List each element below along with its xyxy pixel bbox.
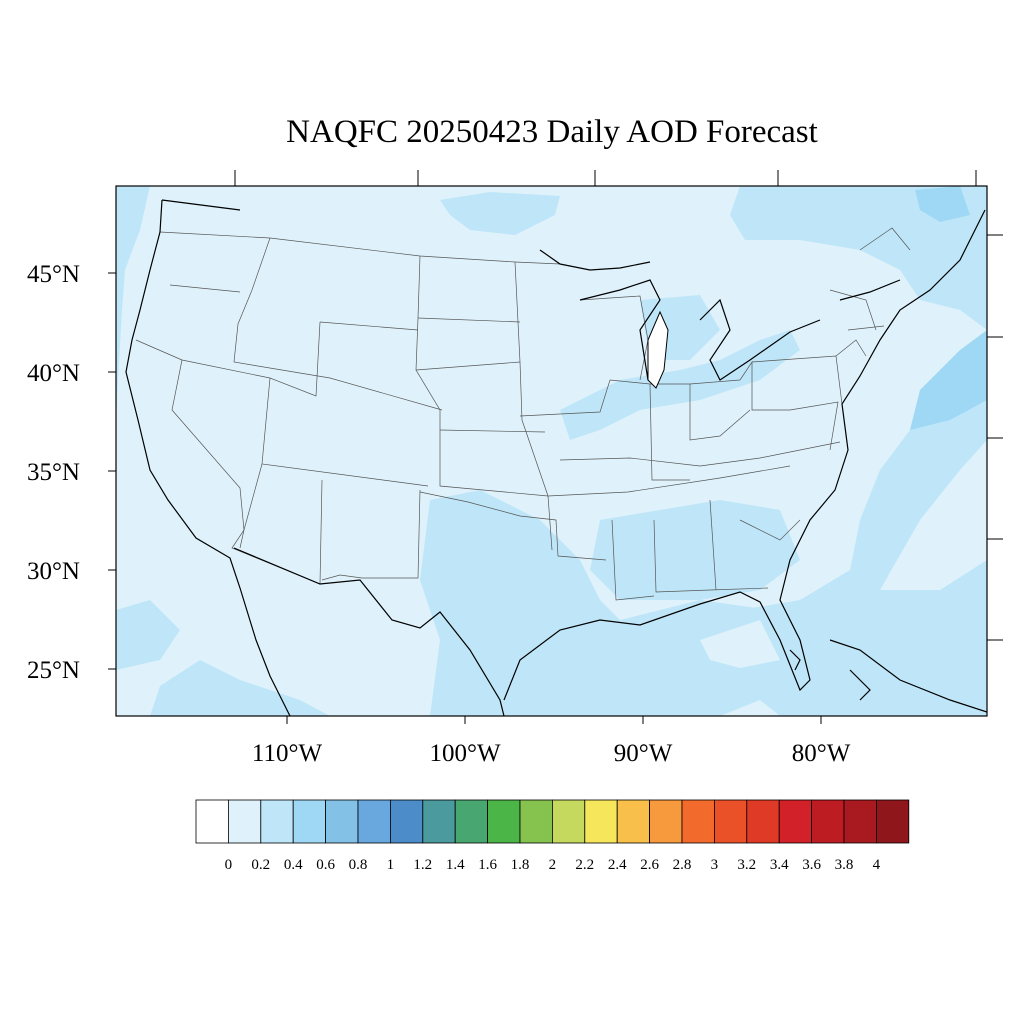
lon-label: 110°W xyxy=(252,740,323,767)
map-panel xyxy=(116,186,987,716)
colorbar-tick-label: 3 xyxy=(711,857,719,873)
colorbar-swatch xyxy=(357,799,391,844)
lat-label: 25°N xyxy=(27,657,80,684)
lat-label: 40°N xyxy=(27,360,80,387)
colorbar-tick-label: 0 xyxy=(225,857,233,873)
lat-label: 35°N xyxy=(27,459,80,486)
aod-band-0.2-0.4 xyxy=(116,186,987,716)
colorbar-swatch xyxy=(292,799,327,844)
lon-label: 90°W xyxy=(614,740,673,767)
colorbar-tick-label: 1.2 xyxy=(413,857,432,873)
colorbar-tick-label: 0.6 xyxy=(316,857,335,873)
colorbar-swatch xyxy=(843,799,877,844)
axis-ticks xyxy=(108,170,1003,724)
colorbar-tick-label: 4 xyxy=(873,857,881,873)
colorbar-swatch xyxy=(389,799,424,844)
lon-label: 80°W xyxy=(792,740,851,767)
colorbar-tick-label: 1 xyxy=(387,857,395,873)
colorbar-swatch xyxy=(325,799,359,844)
colorbar-tick-label: 3.2 xyxy=(737,857,756,873)
colorbar-swatch xyxy=(519,799,553,844)
state-boundaries xyxy=(135,227,911,601)
colorbar-tick-label: 1.6 xyxy=(478,857,497,873)
colorbar-swatch xyxy=(454,799,489,844)
lon-label: 100°W xyxy=(429,740,500,767)
colorbar-swatch xyxy=(552,799,586,844)
colorbar-swatch xyxy=(714,799,748,844)
colorbar-tick-label: 1.8 xyxy=(511,857,530,873)
colorbar-tick-label: 0.2 xyxy=(251,857,270,873)
colorbar-tick-label: 3.4 xyxy=(770,857,789,873)
colorbar-swatch xyxy=(487,799,521,844)
longitude-labels: 110°W 100°W 90°W 80°W xyxy=(252,740,851,767)
coastlines xyxy=(125,199,987,716)
colorbar-swatch xyxy=(616,799,651,844)
colorbar-tick-label: 1.4 xyxy=(446,857,465,873)
colorbar-swatch xyxy=(811,799,845,844)
colorbar-swatch xyxy=(584,799,618,844)
colorbar-tick-label: 2 xyxy=(549,857,557,873)
colorbar-tick-label: 3.8 xyxy=(835,857,854,873)
colorbar-tick-label: 3.6 xyxy=(802,857,821,873)
aod-band-0.4-0.6 xyxy=(910,186,987,430)
aod-band-0-0.2-ocean xyxy=(700,440,987,668)
colorbar-tick-label: 2.6 xyxy=(640,857,659,873)
figure-title: NAQFC 20250423 Daily AOD Forecast xyxy=(286,114,818,150)
colorbar-swatch xyxy=(227,799,262,844)
lat-label: 45°N xyxy=(27,261,80,288)
lake-michigan xyxy=(647,310,669,389)
colorbar-tick-label: 2.2 xyxy=(575,857,594,873)
colorbar-swatch xyxy=(195,799,229,844)
colorbar-swatch xyxy=(681,799,715,844)
map-frame xyxy=(115,185,988,717)
latitude-labels: 45°N 40°N 35°N 30°N 25°N xyxy=(27,261,80,684)
colorbar-tick-label: 2.8 xyxy=(673,857,692,873)
colorbar-swatch xyxy=(649,799,683,844)
colorbar-tick-label: 0.4 xyxy=(284,857,303,873)
colorbar-tick-label: 2.4 xyxy=(608,857,627,873)
colorbar-tick-label: 0.8 xyxy=(349,857,368,873)
colorbar-swatch xyxy=(422,799,456,844)
colorbar-swatch xyxy=(260,799,294,844)
colorbar-swatch xyxy=(778,799,813,844)
colorbar: 0 0.2 0.4 0.6 0.8 1 1.2 1.4 1.6 1.8 2 2.2 2.4 2.6 2.8 3… xyxy=(195,799,910,873)
colorbar-swatch xyxy=(876,799,910,844)
lat-label: 30°N xyxy=(27,558,80,585)
colorbar-swatch xyxy=(746,799,780,844)
